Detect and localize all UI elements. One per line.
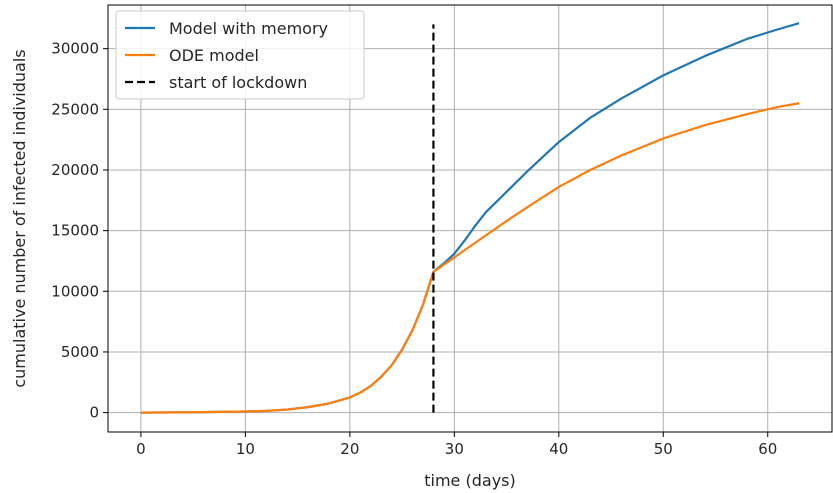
y-tick-label: 30000 [51,40,99,58]
legend: Model with memory ODE model start of lockd… [115,10,365,100]
x-axis-label: time (days) [424,471,515,490]
y-tick-label: 10000 [51,282,99,300]
legend-label: Model with memory [169,19,328,38]
y-tick-label: 0 [89,404,99,422]
legend-label: start of lockdown [169,73,307,92]
plot-frame [107,4,833,433]
x-tick-label: 60 [758,440,777,458]
series-line-ode-model [140,102,800,414]
legend-box [115,10,365,100]
series-lines [140,22,800,414]
axis-ticks: 0 10 20 30 40 50 60 0 5000 10000 15000 20000 25000 30… [51,40,777,458]
y-tick-label: 20000 [51,161,99,179]
x-tick-label: 0 [136,440,146,458]
x-tick-label: 30 [445,440,464,458]
legend-label: ODE model [169,46,259,65]
y-axis-label: cumulative number of infected individual… [10,49,29,387]
x-tick-label: 10 [236,440,255,458]
axes-frame [107,4,833,433]
x-tick-label: 20 [340,440,359,458]
x-tick-label: 50 [654,440,673,458]
y-tick-label: 5000 [61,343,99,361]
y-tick-label: 25000 [51,100,99,118]
y-tick-label: 15000 [51,222,99,240]
x-tick-label: 40 [549,440,568,458]
